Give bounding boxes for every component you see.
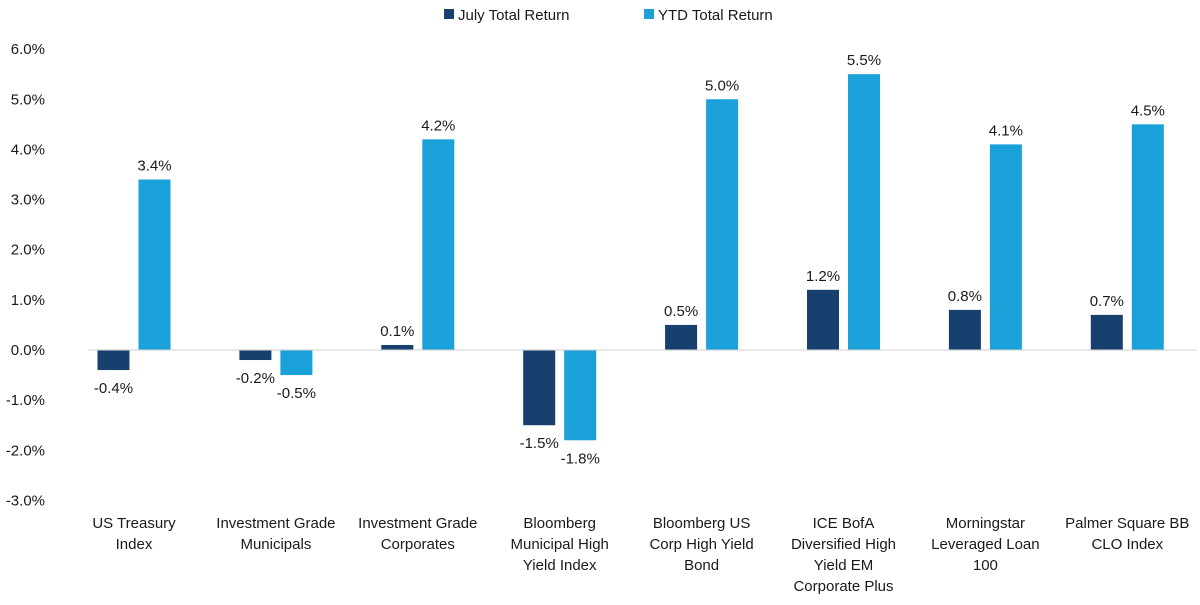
data-label: 0.1%	[380, 323, 414, 340]
x-tick-label: Investment Grade	[358, 515, 477, 532]
bars: -0.4% 3.4% -0.2%-0.5% 0.1% 4.2% -1.5%-1.8% 0.5…	[94, 52, 1165, 467]
legend: July Total Return YTD Total Return	[444, 7, 773, 24]
bar-july	[807, 289, 839, 350]
data-label: 0.7%	[1090, 293, 1124, 310]
data-label: 0.8%	[948, 288, 982, 305]
legend-swatch	[644, 9, 654, 19]
bar-july	[97, 350, 130, 371]
y-tick-label: -3.0%	[6, 492, 45, 509]
bar-ytd	[848, 74, 880, 351]
bar-ytd	[989, 144, 1022, 350]
data-label: 4.5%	[1131, 102, 1165, 119]
data-label: 4.1%	[989, 122, 1023, 139]
bar-ytd	[706, 99, 739, 350]
x-tick-label: Index	[116, 536, 153, 553]
data-label: 5.0%	[705, 77, 739, 94]
x-tick-label: Corp High Yield	[649, 536, 753, 553]
bar-july	[948, 309, 981, 350]
x-tick-label: 100	[973, 557, 998, 574]
x-tick-label: ICE BofA	[813, 515, 875, 532]
data-label: 3.4%	[137, 157, 171, 174]
legend-label: YTD Total Return	[658, 7, 773, 24]
x-tick-label: CLO Index	[1091, 536, 1163, 553]
data-label: -0.5%	[277, 385, 316, 402]
bar-ytd	[564, 350, 597, 441]
bar-ytd	[422, 139, 455, 350]
legend-label: July Total Return	[458, 7, 569, 24]
y-tick-label: 2.0%	[11, 242, 45, 259]
x-tick-label: Bond	[684, 557, 719, 574]
x-tick-label: Palmer Square BB	[1065, 515, 1189, 532]
x-tick-label: Corporates	[381, 536, 455, 553]
x-tick-label: Bloomberg US	[653, 515, 751, 532]
data-label: -0.4%	[94, 380, 133, 397]
data-label: -1.8%	[561, 450, 600, 467]
bar-july	[239, 350, 272, 361]
y-tick-label: 4.0%	[11, 141, 45, 158]
y-tick-label: -1.0%	[6, 392, 45, 409]
bar-july	[1090, 314, 1123, 350]
y-tick-label: 1.0%	[11, 292, 45, 309]
x-tick-label: Bloomberg	[523, 515, 596, 532]
x-tick-label: Morningstar	[946, 515, 1025, 532]
y-tick-label: 3.0%	[11, 192, 45, 209]
data-label: 5.5%	[847, 52, 881, 69]
x-tick-label: Municipals	[240, 536, 311, 553]
y-tick-label: -2.0%	[6, 442, 45, 459]
x-tick-label: US Treasury	[92, 515, 176, 532]
x-axis: US Treasury Index Investment Grade Municipa…	[92, 515, 1189, 595]
x-tick-label: Yield Index	[523, 557, 597, 574]
bar-july	[523, 350, 556, 426]
data-label: -1.5%	[520, 435, 559, 452]
data-label: 0.5%	[664, 303, 698, 320]
data-label: 4.2%	[421, 117, 455, 134]
y-tick-label: 6.0%	[11, 41, 45, 58]
bar-july	[381, 344, 414, 350]
x-tick-label: Investment Grade	[216, 515, 335, 532]
y-tick-label: 5.0%	[11, 91, 45, 108]
data-label: 1.2%	[806, 268, 840, 285]
x-tick-label: Yield EM	[814, 557, 873, 574]
bar-ytd	[280, 350, 313, 376]
y-tick-label: 0.0%	[11, 342, 45, 359]
data-label: -0.2%	[236, 370, 275, 387]
bar-july	[665, 324, 698, 350]
x-tick-label: Municipal High	[511, 536, 609, 553]
legend-swatch	[444, 9, 454, 19]
bar-ytd	[1131, 124, 1164, 350]
x-tick-label: Leveraged Loan	[931, 536, 1039, 553]
x-tick-label: Diversified High	[791, 536, 896, 553]
x-tick-label: Corporate Plus	[793, 578, 893, 595]
bar-ytd	[138, 179, 171, 350]
y-axis: 6.0% 5.0% 4.0% 3.0% 2.0% 1.0% 0.0% -1.0% -2.0% -3…	[6, 41, 45, 509]
